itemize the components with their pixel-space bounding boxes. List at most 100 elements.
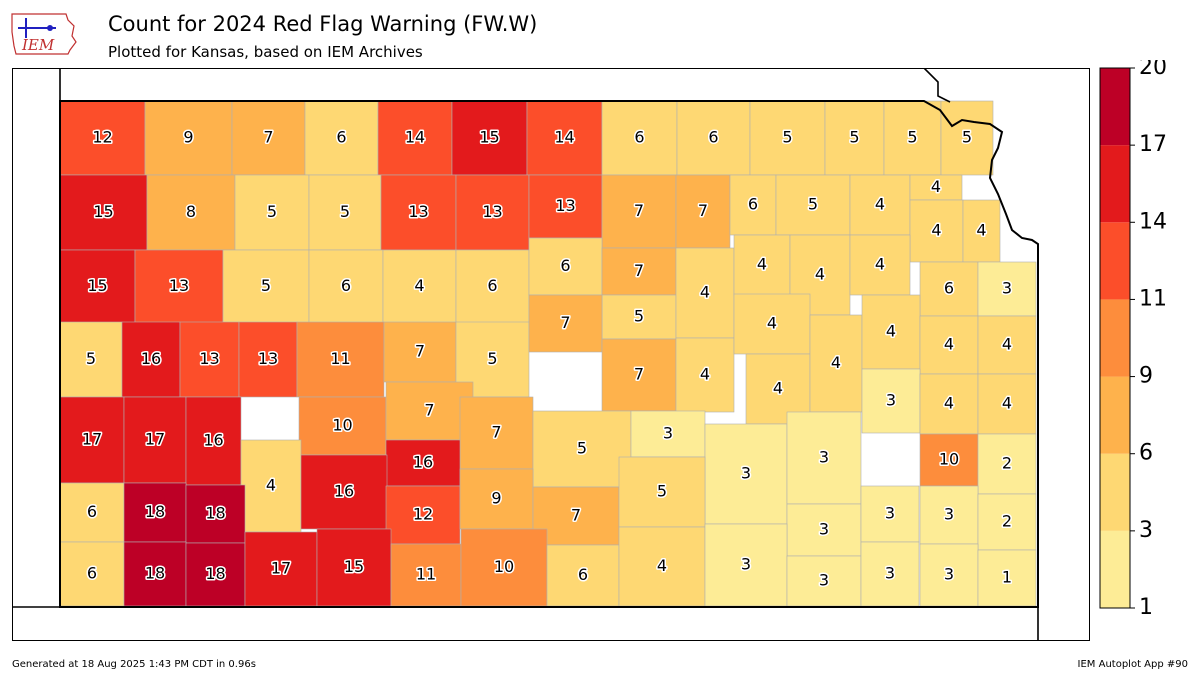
county-polygon xyxy=(459,468,534,530)
colorbar-tick-label: 20 xyxy=(1139,60,1167,80)
county-count-label: 11 xyxy=(416,565,436,584)
county-polygon xyxy=(460,528,548,607)
county-polygon xyxy=(123,396,187,484)
county-polygon xyxy=(977,493,1037,551)
county-polygon xyxy=(459,396,534,470)
county-count-label: 10 xyxy=(939,450,959,469)
colorbar-tick-label: 6 xyxy=(1139,441,1153,466)
county-polygon xyxy=(704,523,788,607)
county-polygon xyxy=(528,237,603,296)
county-polygon xyxy=(240,439,302,533)
county-polygon xyxy=(222,249,310,324)
county-count-label: 3 xyxy=(885,504,895,523)
county-polygon xyxy=(385,485,461,545)
county-polygon xyxy=(675,174,731,249)
county-count-label: 17 xyxy=(145,430,165,449)
colorbar: 1 3 6 9 11 14 17 20 xyxy=(1099,60,1167,620)
county-count-label: 15 xyxy=(93,202,113,221)
county-polygon xyxy=(532,486,620,546)
county-count-label: 12 xyxy=(413,505,433,524)
county-count-label: 18 xyxy=(145,564,165,583)
county-count-label: 7 xyxy=(491,423,501,442)
county-count-label: 4 xyxy=(931,221,941,240)
county-polygon xyxy=(146,174,236,251)
county-polygon xyxy=(380,174,457,251)
county-count-label: 12 xyxy=(92,128,112,147)
county-count-label: 6 xyxy=(708,128,718,147)
county-count-label: 9 xyxy=(491,489,501,508)
county-count-label: 7 xyxy=(424,401,434,420)
county-count-label: 7 xyxy=(634,261,644,280)
county-count-label: 4 xyxy=(700,283,710,302)
county-polygon xyxy=(919,433,979,487)
county-count-label: 3 xyxy=(944,505,954,524)
county-polygon xyxy=(179,321,240,398)
county-count-label: 13 xyxy=(169,276,189,295)
county-polygon xyxy=(238,321,298,398)
county-count-label: 10 xyxy=(332,416,352,435)
county-count-label: 4 xyxy=(657,556,667,575)
county-count-label: 7 xyxy=(263,128,273,147)
county-polygon xyxy=(786,503,862,557)
county-polygon xyxy=(909,174,963,201)
county-polygon xyxy=(675,337,735,413)
logo-text: IEM xyxy=(21,36,55,54)
county-polygon xyxy=(546,544,620,607)
county-count-label: 15 xyxy=(87,276,107,295)
county-polygon xyxy=(601,174,677,249)
county-polygon xyxy=(455,174,530,251)
county-polygon xyxy=(977,315,1037,375)
county-polygon xyxy=(849,174,911,236)
county-count-label: 5 xyxy=(962,128,972,147)
county-count-label: 3 xyxy=(885,564,895,583)
county-count-label: 3 xyxy=(819,571,829,590)
county-polygon xyxy=(296,321,385,398)
colorbar-tick-label: 17 xyxy=(1139,132,1167,157)
county-count-label: 2 xyxy=(1002,512,1012,531)
county-polygon xyxy=(676,100,751,176)
county-count-label: 5 xyxy=(340,202,350,221)
county-count-label: 7 xyxy=(634,365,644,384)
generated-timestamp: Generated at 18 Aug 2025 1:43 PM CDT in … xyxy=(12,659,256,670)
county-count-label: 5 xyxy=(849,128,859,147)
county-count-label: 7 xyxy=(698,201,708,220)
county-polygon xyxy=(861,368,921,434)
county-count-label: 5 xyxy=(267,202,277,221)
county-count-label: 14 xyxy=(554,128,574,147)
county-count-label: 17 xyxy=(271,559,291,578)
county-polygon xyxy=(977,373,1037,435)
county-count-label: 6 xyxy=(487,276,497,295)
county-count-label: 11 xyxy=(330,349,350,368)
county-count-label: 4 xyxy=(875,255,885,274)
county-count-label: 6 xyxy=(560,256,570,275)
county-count-label: 3 xyxy=(741,555,751,574)
county-polygon xyxy=(59,396,125,484)
county-polygon xyxy=(532,410,632,488)
county-count-label: 7 xyxy=(560,313,570,332)
county-count-label: 6 xyxy=(748,195,758,214)
county-count-label: 6 xyxy=(944,279,954,298)
county-polygon xyxy=(909,199,964,263)
county-polygon xyxy=(729,174,777,236)
county-count-label: 4 xyxy=(700,365,710,384)
county-count-label: 4 xyxy=(875,195,885,214)
county-count-label: 4 xyxy=(767,314,777,333)
county-polygon xyxy=(786,411,862,505)
county-count-label: 7 xyxy=(634,201,644,220)
colorbar-ticks: 1 3 6 9 11 14 17 20 xyxy=(1130,60,1167,620)
county-count-label: 6 xyxy=(87,502,97,521)
county-count-label: 17 xyxy=(82,430,102,449)
kansas-county-map: 12 9 7 6 14 15 14 6 6 5 5 5 515 8 5 5 13 13 13 7 7 6 5 444 415 13… xyxy=(12,68,1090,641)
county-count-label: 3 xyxy=(886,391,896,410)
county-count-label: 4 xyxy=(414,276,424,295)
county-count-label: 5 xyxy=(86,349,96,368)
county-polygon xyxy=(860,485,920,543)
county-count-label: 4 xyxy=(886,322,896,341)
county-count-label: 4 xyxy=(757,255,767,274)
county-count-label: 18 xyxy=(205,504,225,523)
county-count-label: 13 xyxy=(258,349,278,368)
county-polygon xyxy=(809,314,863,413)
county-count-label: 4 xyxy=(831,353,841,372)
county-polygon xyxy=(382,249,457,324)
county-count-label: 2 xyxy=(1002,454,1012,473)
